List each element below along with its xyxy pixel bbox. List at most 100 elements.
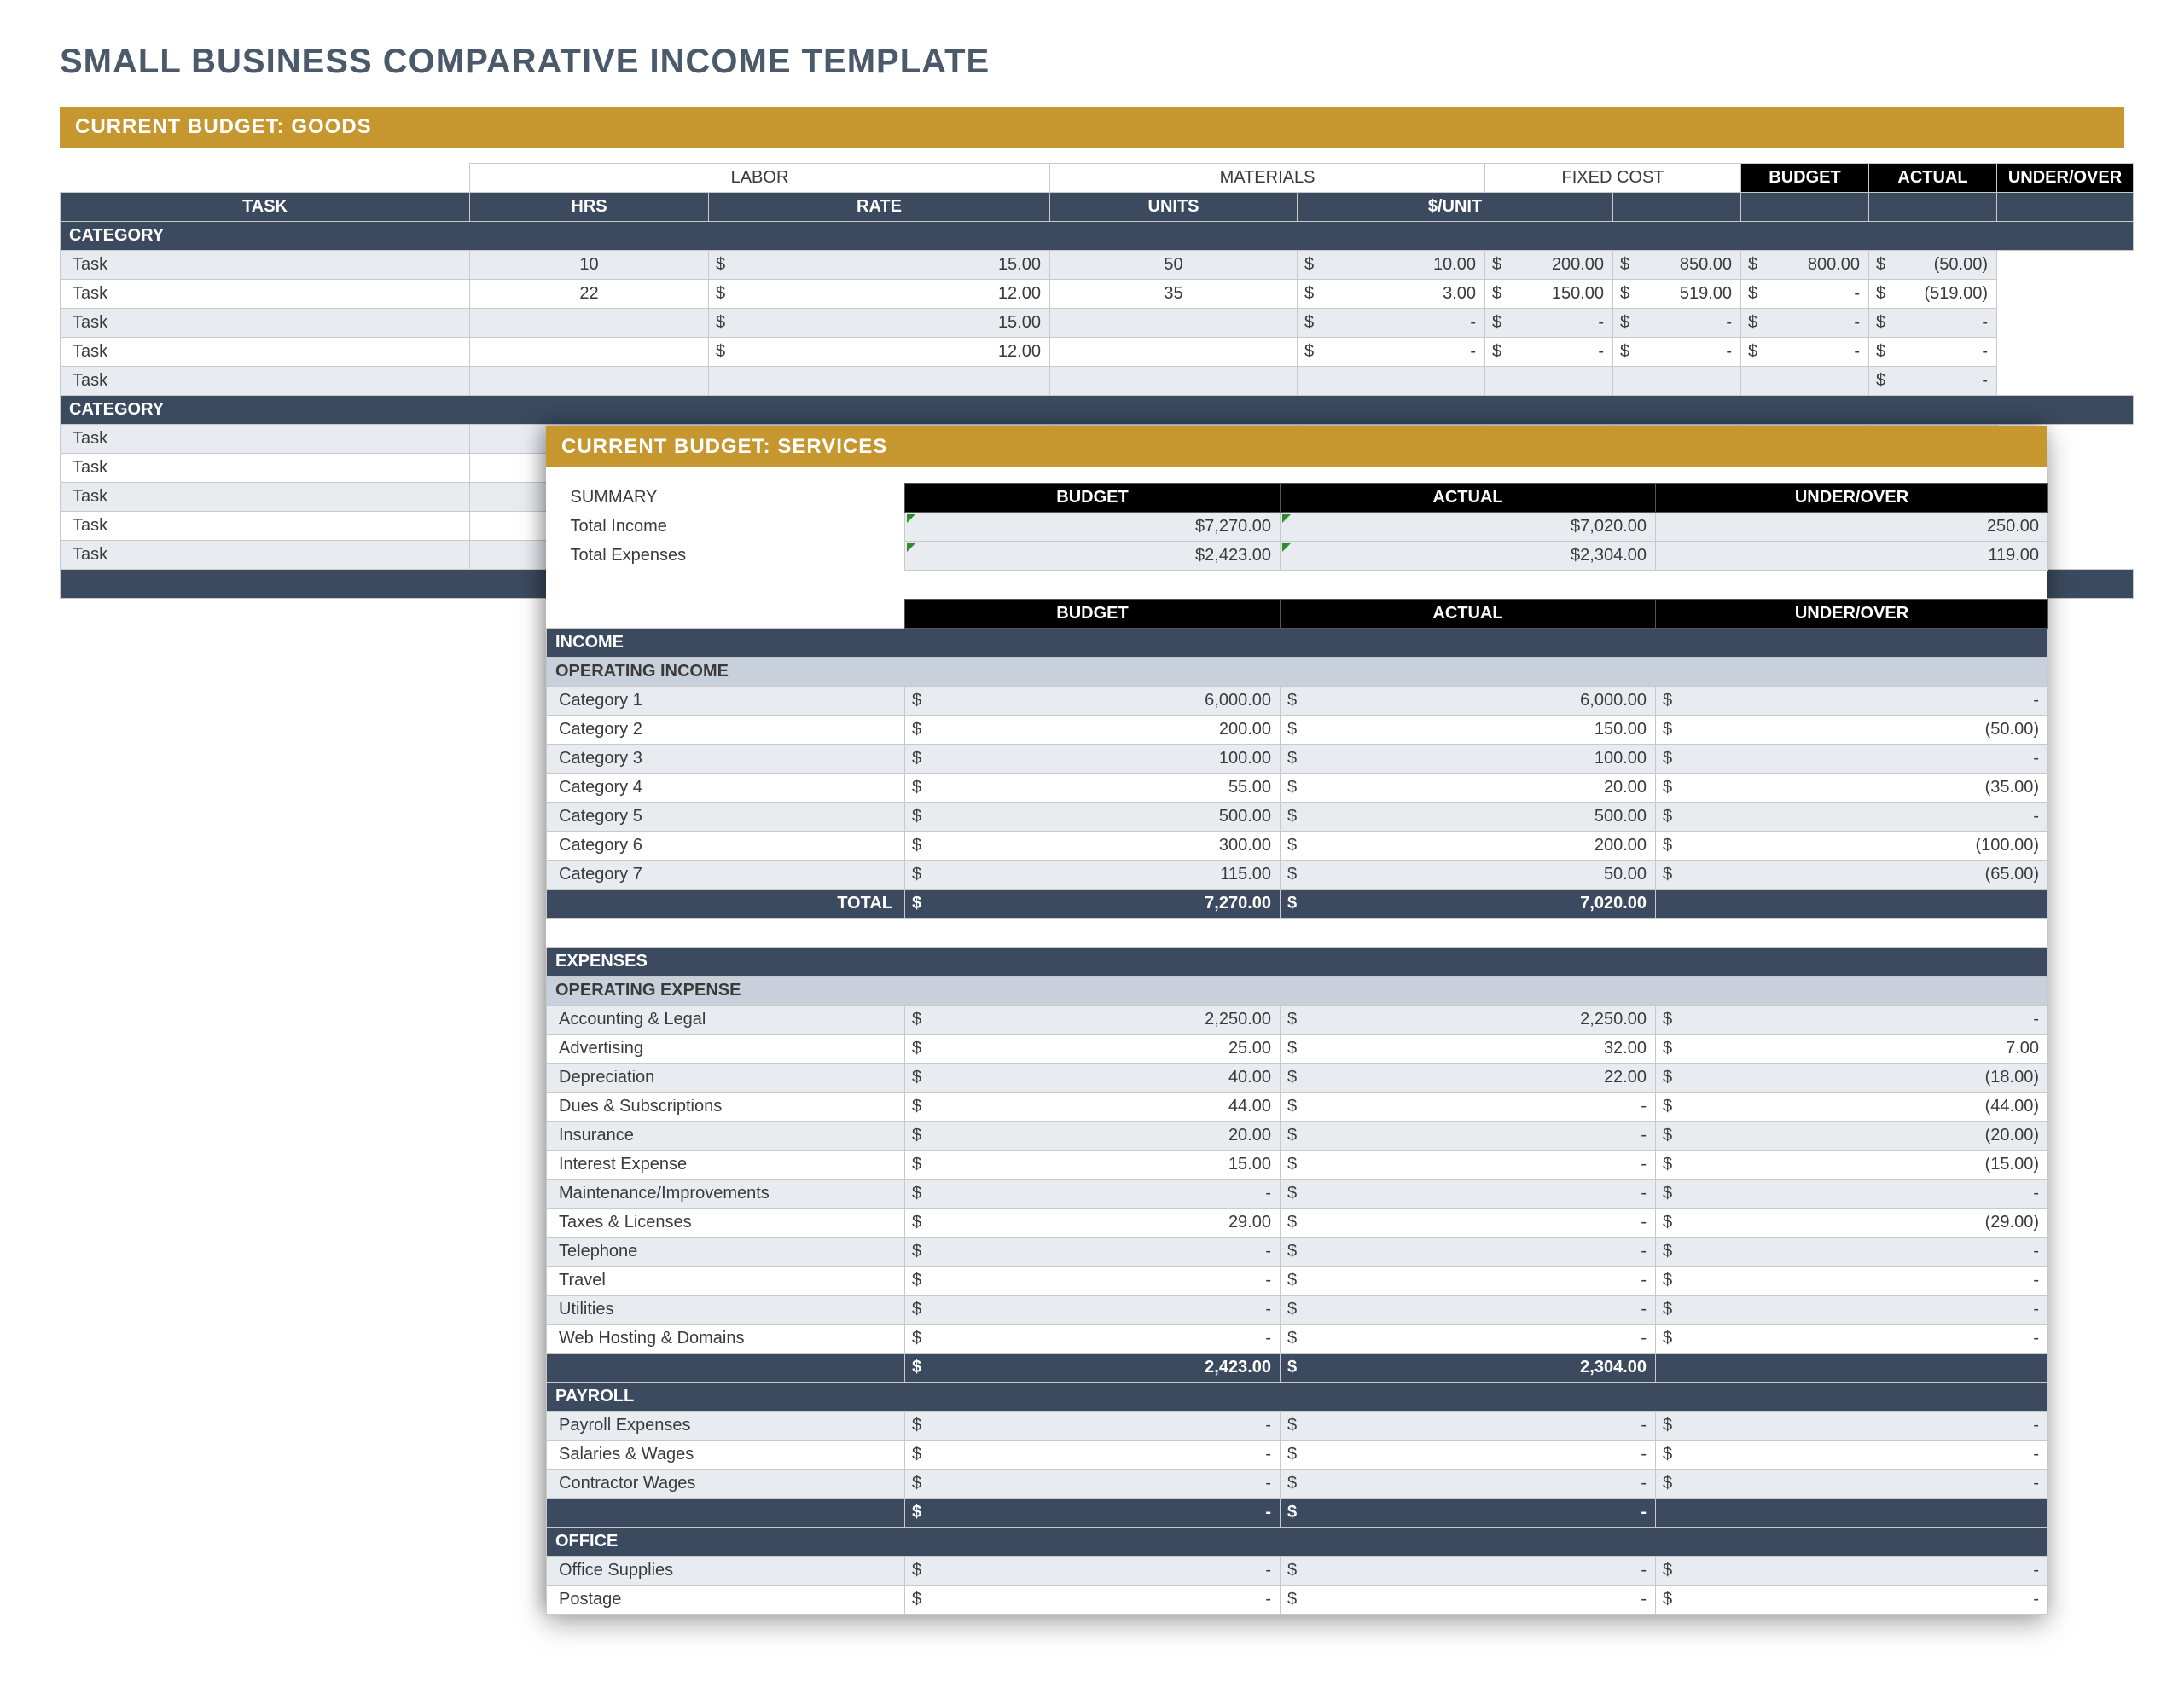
row-label[interactable]: Accounting & Legal [547, 1006, 905, 1035]
row-label[interactable]: Interest Expense [547, 1151, 905, 1180]
row-label[interactable]: Category 2 [547, 716, 905, 745]
cell[interactable]: $500.00 [905, 803, 1281, 832]
cell[interactable]: $- [1656, 1441, 2048, 1470]
row-label[interactable]: Contractor Wages [547, 1470, 905, 1499]
cell[interactable]: $- [905, 1557, 1281, 1586]
cell[interactable]: $15.00 [709, 309, 1050, 338]
cell[interactable]: $12.00 [709, 280, 1050, 309]
cell[interactable]: $2,250.00 [1281, 1006, 1656, 1035]
cell[interactable]: $115.00 [905, 861, 1281, 890]
cell[interactable]: $- [905, 1325, 1281, 1354]
cell[interactable] [709, 367, 1050, 396]
task-cell[interactable]: Task [61, 338, 470, 367]
cell[interactable]: $- [1656, 1238, 2048, 1267]
cell[interactable]: $32.00 [1281, 1035, 1656, 1064]
row-label[interactable]: Category 6 [547, 832, 905, 861]
task-cell[interactable]: Task [61, 367, 470, 396]
cell[interactable]: $6,000.00 [1281, 687, 1656, 716]
row-label[interactable]: Taxes & Licenses [547, 1209, 905, 1238]
task-cell[interactable]: Task [61, 512, 470, 541]
cell[interactable]: $- [1656, 1586, 2048, 1615]
cell[interactable]: $22.00 [1281, 1064, 1656, 1093]
row-label[interactable]: Utilities [547, 1296, 905, 1325]
row-label[interactable]: Category 3 [547, 745, 905, 774]
row-label[interactable]: Category 7 [547, 861, 905, 890]
cell[interactable]: $- [1298, 309, 1485, 338]
cell[interactable]: $(65.00) [1656, 861, 2048, 890]
cell[interactable]: $- [1281, 1296, 1656, 1325]
task-cell[interactable]: Task [61, 251, 470, 280]
cell[interactable]: $850.00 [1613, 251, 1741, 280]
cell[interactable]: $- [1281, 1238, 1656, 1267]
cell[interactable]: $519.00 [1613, 280, 1741, 309]
cell[interactable]: $- [905, 1586, 1281, 1615]
cell[interactable]: $200.00 [905, 716, 1281, 745]
cell[interactable]: $(44.00) [1656, 1093, 2048, 1122]
cell[interactable]: $- [1281, 1557, 1656, 1586]
cell[interactable]: $- [905, 1470, 1281, 1499]
row-label[interactable]: Office Supplies [547, 1557, 905, 1586]
cell[interactable]: $- [1656, 1296, 2048, 1325]
row-label[interactable]: Postage [547, 1586, 905, 1615]
cell[interactable]: $12.00 [709, 338, 1050, 367]
cell[interactable]: $- [1869, 309, 1997, 338]
cell[interactable]: $- [905, 1296, 1281, 1325]
cell[interactable]: $- [1281, 1180, 1656, 1209]
cell[interactable]: $300.00 [905, 832, 1281, 861]
cell[interactable]: $- [1281, 1209, 1656, 1238]
summary-actual[interactable]: $7,020.00 [1281, 513, 1656, 542]
cell[interactable]: $(519.00) [1869, 280, 1997, 309]
cell[interactable]: $25.00 [905, 1035, 1281, 1064]
cell[interactable]: $7.00 [1656, 1035, 2048, 1064]
row-label[interactable]: Category 1 [547, 687, 905, 716]
cell[interactable]: $44.00 [905, 1093, 1281, 1122]
cell[interactable]: $6,000.00 [905, 687, 1281, 716]
row-label[interactable]: Insurance [547, 1122, 905, 1151]
cell[interactable]: $29.00 [905, 1209, 1281, 1238]
cell[interactable]: $55.00 [905, 774, 1281, 803]
task-cell[interactable]: Task [61, 454, 470, 483]
cell[interactable]: $- [1741, 338, 1869, 367]
cell[interactable]: $- [1869, 338, 1997, 367]
cell[interactable]: $800.00 [1741, 251, 1869, 280]
cell[interactable] [1613, 367, 1741, 396]
row-label[interactable]: Dues & Subscriptions [547, 1093, 905, 1122]
cell[interactable]: $20.00 [1281, 774, 1656, 803]
cell[interactable]: $(35.00) [1656, 774, 2048, 803]
cell[interactable]: $- [1656, 803, 2048, 832]
summary-budget[interactable]: $2,423.00 [905, 542, 1281, 571]
cell[interactable]: $- [905, 1412, 1281, 1441]
hrs-cell[interactable] [470, 309, 709, 338]
cell[interactable]: $- [1656, 1325, 2048, 1354]
units-cell[interactable] [1050, 338, 1298, 367]
cell[interactable]: $150.00 [1281, 716, 1656, 745]
cell[interactable]: $- [1281, 1325, 1656, 1354]
cell[interactable] [1741, 367, 1869, 396]
cell[interactable]: $- [1656, 687, 2048, 716]
cell[interactable]: $- [905, 1267, 1281, 1296]
row-label[interactable]: Payroll Expenses [547, 1412, 905, 1441]
cell[interactable]: $- [1656, 745, 2048, 774]
summary-budget[interactable]: $7,270.00 [905, 513, 1281, 542]
task-cell[interactable]: Task [61, 425, 470, 454]
cell[interactable]: $- [1656, 1412, 2048, 1441]
cell[interactable]: $- [905, 1238, 1281, 1267]
task-cell[interactable]: Task [61, 309, 470, 338]
summary-underover[interactable]: 119.00 [1656, 542, 2048, 571]
row-label[interactable]: Advertising [547, 1035, 905, 1064]
cell[interactable]: $- [1281, 1470, 1656, 1499]
cell[interactable]: $(50.00) [1656, 716, 2048, 745]
row-label[interactable]: Telephone [547, 1238, 905, 1267]
summary-actual[interactable]: $2,304.00 [1281, 542, 1656, 571]
cell[interactable]: $- [1656, 1557, 2048, 1586]
cell[interactable]: $(15.00) [1656, 1151, 2048, 1180]
cell[interactable]: $- [1613, 309, 1741, 338]
cell[interactable]: $10.00 [1298, 251, 1485, 280]
hrs-cell[interactable] [470, 338, 709, 367]
cell[interactable]: $- [1741, 280, 1869, 309]
cell[interactable]: $150.00 [1485, 280, 1613, 309]
row-label[interactable]: Category 4 [547, 774, 905, 803]
cell[interactable]: $15.00 [709, 251, 1050, 280]
cell[interactable]: $40.00 [905, 1064, 1281, 1093]
units-cell[interactable]: 35 [1050, 280, 1298, 309]
